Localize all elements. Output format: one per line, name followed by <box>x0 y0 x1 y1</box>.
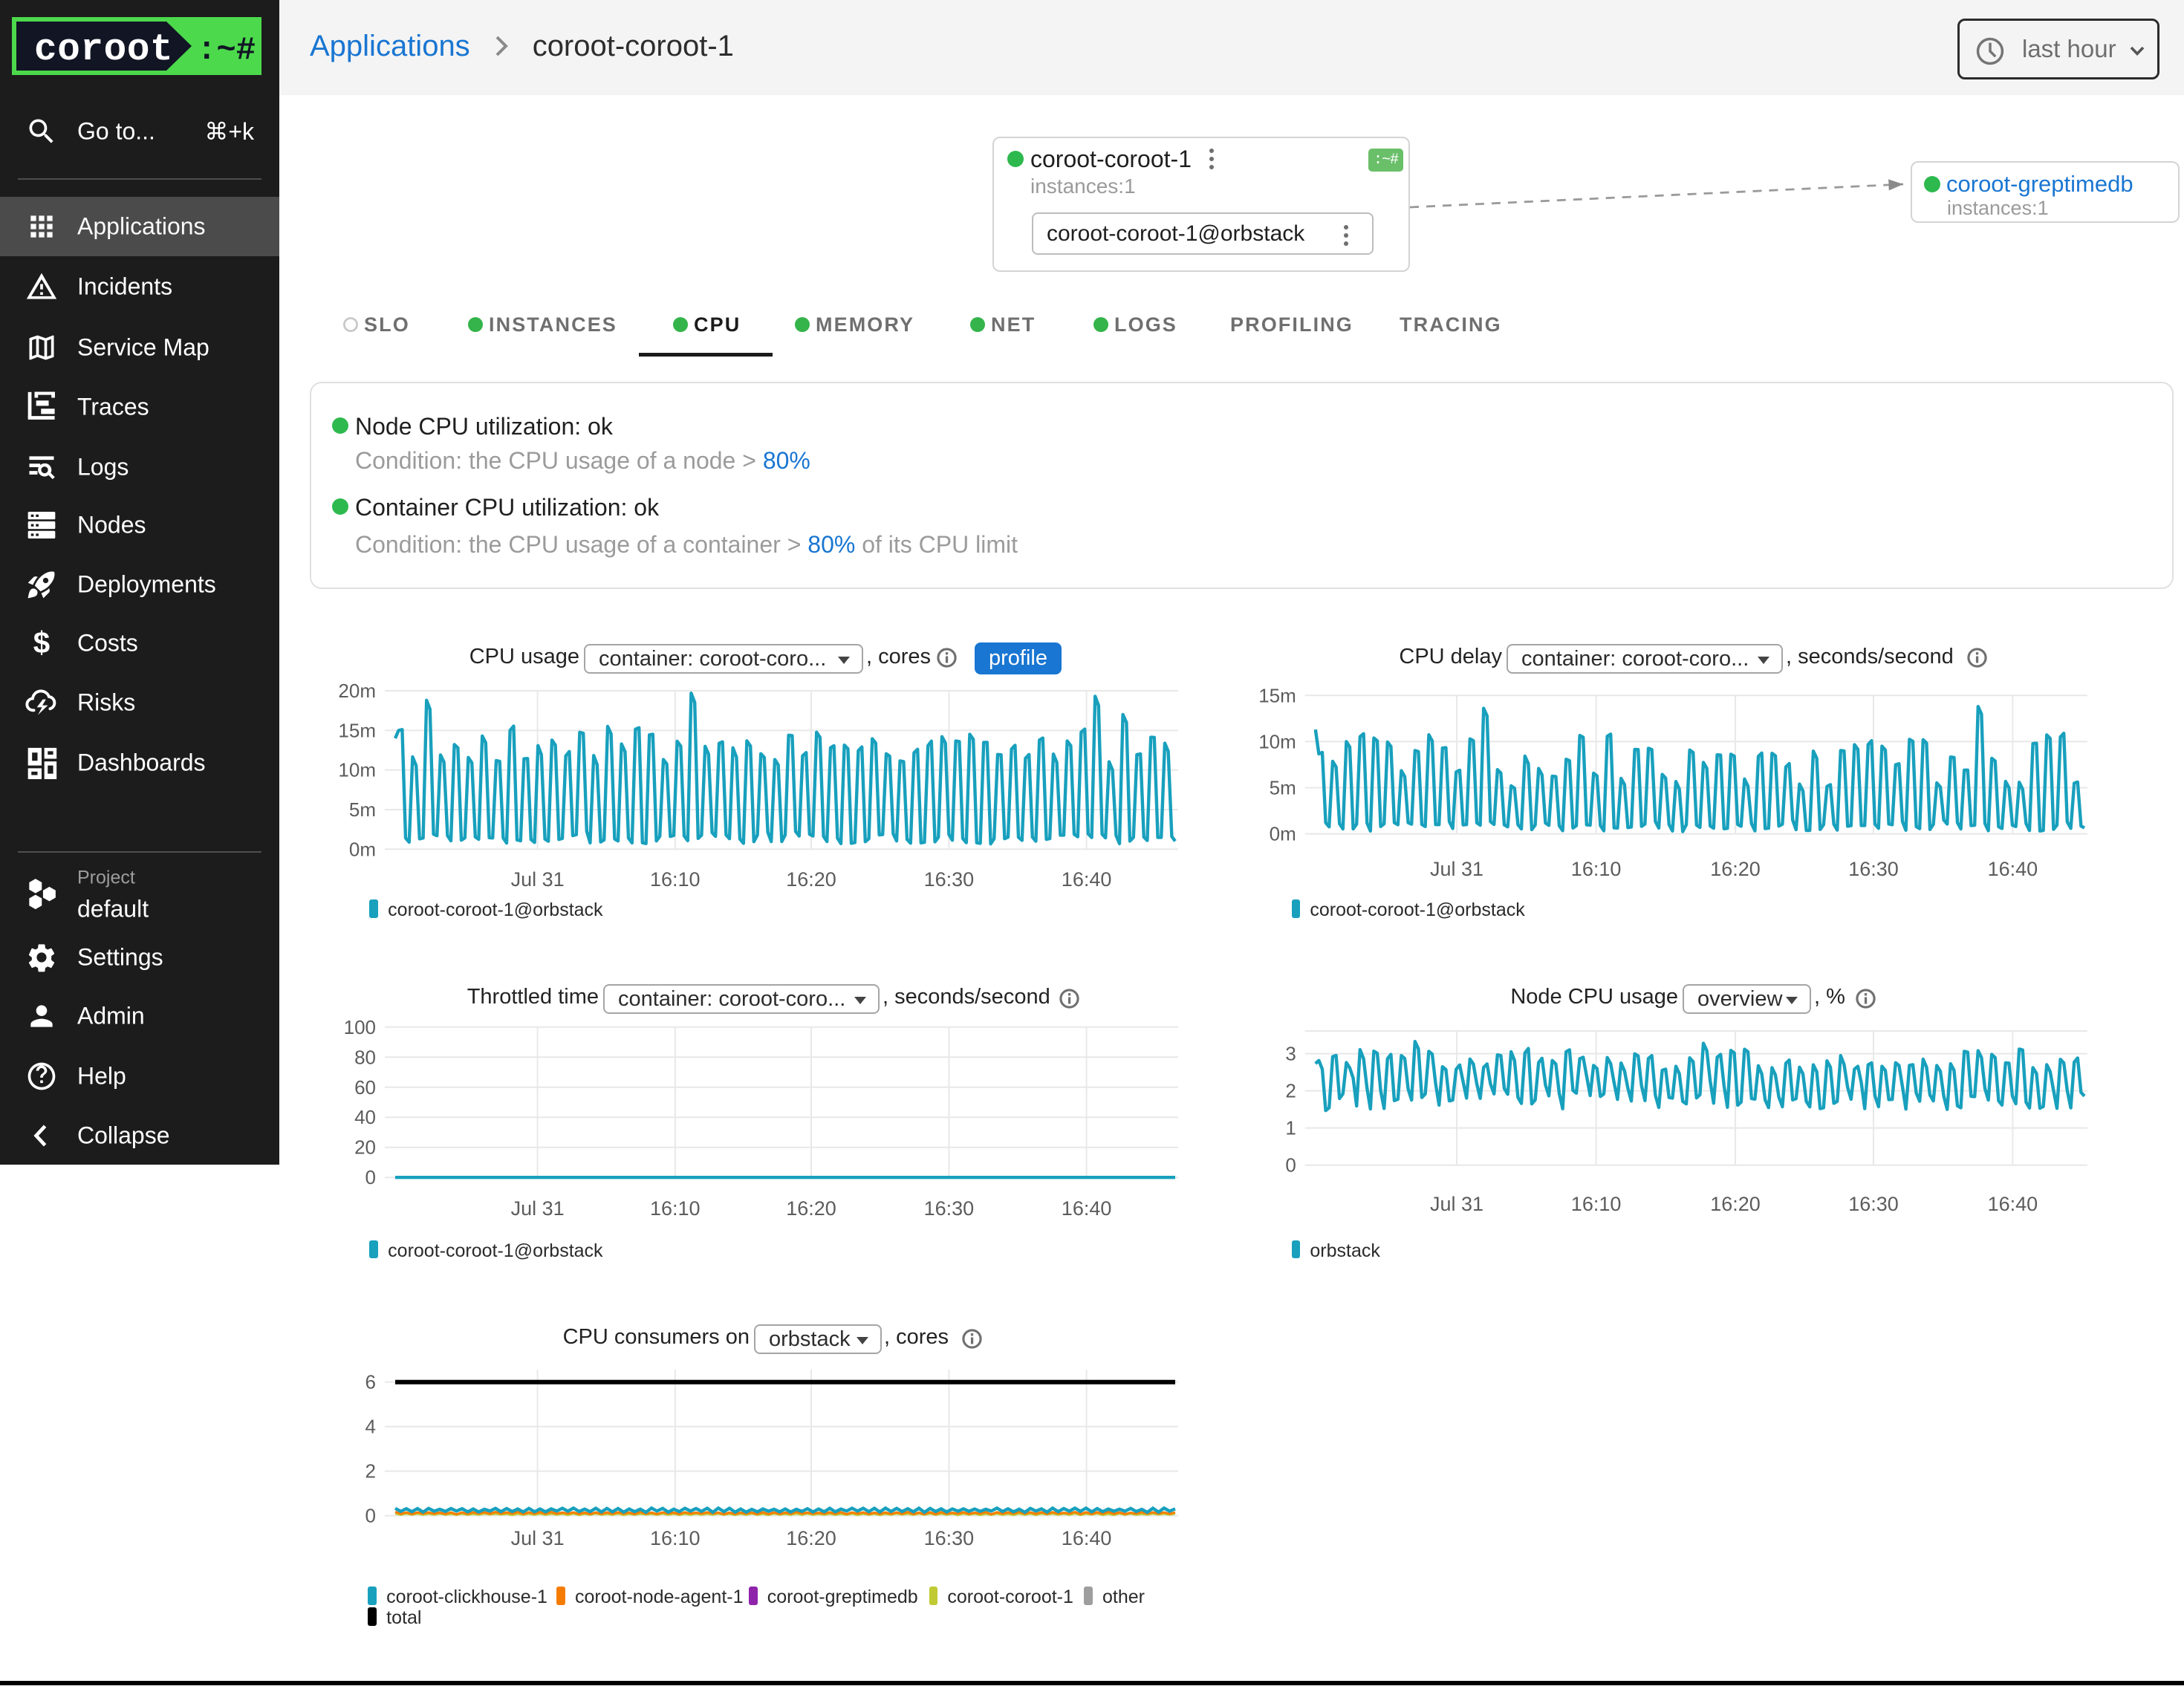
svg-text:5m: 5m <box>1270 777 1296 799</box>
svg-text:16:30: 16:30 <box>1848 1193 1899 1215</box>
svg-text:16:10: 16:10 <box>650 1527 701 1549</box>
svg-text:40: 40 <box>354 1106 376 1128</box>
svg-text:Jul 31: Jul 31 <box>1430 858 1483 880</box>
svg-text:15m: 15m <box>1258 684 1296 706</box>
svg-text:Jul 31: Jul 31 <box>511 868 565 891</box>
svg-text:$: $ <box>33 627 50 660</box>
svg-text:4: 4 <box>365 1416 376 1438</box>
svg-text:Jul 31: Jul 31 <box>1430 1193 1483 1215</box>
svg-text:2: 2 <box>365 1460 376 1483</box>
svg-text:16:40: 16:40 <box>1062 868 1112 891</box>
svg-text:16:40: 16:40 <box>1062 1527 1112 1549</box>
svg-text:80: 80 <box>354 1046 376 1068</box>
svg-text:16:20: 16:20 <box>1710 858 1761 880</box>
svg-text:16:20: 16:20 <box>786 868 836 891</box>
svg-text:10m: 10m <box>1258 730 1296 752</box>
svg-text:Jul 31: Jul 31 <box>511 1527 565 1549</box>
svg-text:16:30: 16:30 <box>1848 858 1899 880</box>
svg-text:coroot: coroot <box>34 29 173 71</box>
svg-text:0: 0 <box>1285 1154 1296 1177</box>
svg-text:16:40: 16:40 <box>1062 1197 1112 1220</box>
svg-text:16:10: 16:10 <box>1571 858 1622 880</box>
svg-text:16:40: 16:40 <box>1988 1193 2038 1215</box>
svg-text:16:20: 16:20 <box>1710 1193 1761 1215</box>
svg-text:20: 20 <box>354 1136 376 1159</box>
svg-text:60: 60 <box>354 1076 376 1099</box>
svg-text:16:20: 16:20 <box>786 1197 836 1220</box>
svg-text:16:30: 16:30 <box>924 1197 975 1220</box>
svg-text:16:10: 16:10 <box>650 868 701 891</box>
svg-text:16:30: 16:30 <box>924 868 975 891</box>
svg-text:16:10: 16:10 <box>1571 1193 1622 1215</box>
svg-text:6: 6 <box>365 1371 376 1393</box>
svg-text:20m: 20m <box>338 680 376 702</box>
svg-text::~#: :~# <box>197 32 256 69</box>
svg-text:3: 3 <box>1285 1043 1296 1065</box>
svg-text:2: 2 <box>1285 1080 1296 1102</box>
svg-text:16:40: 16:40 <box>1988 858 2038 880</box>
svg-text:15m: 15m <box>338 719 376 741</box>
svg-text:0: 0 <box>365 1166 376 1188</box>
svg-text:0m: 0m <box>349 838 376 860</box>
svg-text:16:20: 16:20 <box>786 1527 836 1549</box>
svg-text:16:30: 16:30 <box>924 1527 975 1549</box>
svg-text:5m: 5m <box>349 798 376 821</box>
svg-text:10m: 10m <box>338 759 376 781</box>
svg-text:Jul 31: Jul 31 <box>511 1197 565 1220</box>
svg-text:0: 0 <box>365 1505 376 1527</box>
svg-text:100: 100 <box>344 1016 376 1038</box>
svg-text:1: 1 <box>1285 1117 1296 1139</box>
svg-text:16:10: 16:10 <box>650 1197 701 1220</box>
svg-text:0m: 0m <box>1270 823 1296 845</box>
